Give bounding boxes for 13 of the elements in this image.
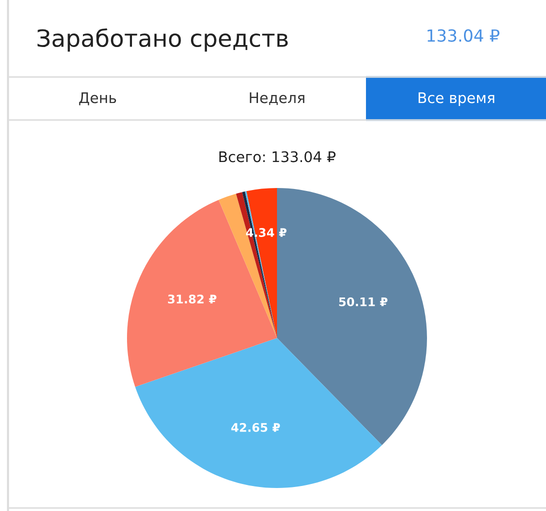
pie-slice [218, 194, 277, 338]
data-label: 50.11 ₽ [339, 297, 388, 306]
text: 133.04 ₽ [428, 29, 500, 42]
text: Все время [418, 92, 494, 106]
text: День [79, 92, 116, 106]
chart-subtitle: Всего: 133.04 ₽ [219, 151, 336, 162]
pie-slice [135, 338, 382, 488]
text: Неделя [250, 92, 304, 106]
pie-slice [236, 192, 277, 338]
data-label: 31.82 ₽ [168, 294, 216, 304]
chart-title: Заработано средств [38, 28, 288, 52]
data-label: 42.65 ₽ [231, 423, 280, 432]
pie-slice [127, 200, 277, 387]
